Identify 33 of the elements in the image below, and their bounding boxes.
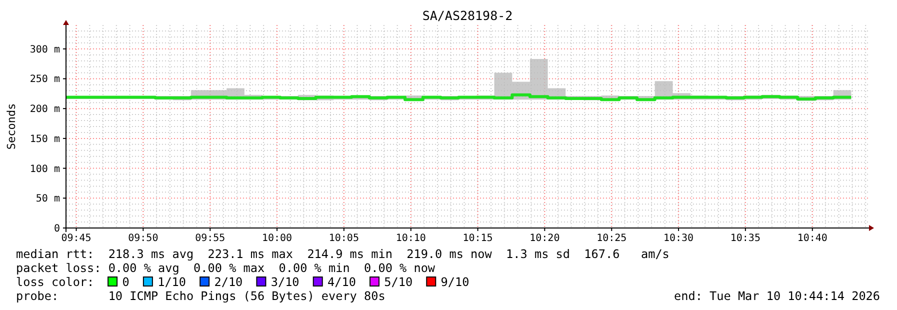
y-tick-label: 200 m: [30, 104, 60, 116]
text: end: Tue Mar 10 10:44:14 2026: [674, 289, 880, 303]
y-tick-label: 100 m: [30, 164, 60, 175]
text: 4/10: [328, 275, 356, 289]
x-tick-label: 10:05: [328, 233, 359, 244]
y-tick-label: 0: [54, 224, 60, 234]
x-tick-label: 09:45: [61, 233, 92, 244]
x-tick-label: 10:10: [396, 233, 426, 244]
text: 0: [122, 275, 130, 289]
x-tick-label: 10:30: [663, 233, 694, 244]
text: median rtt: 218.3 ms avg 223.1 ms max 214.9 ms min 219.0 ms now 1.3 ms sd 167.6 am/s: [16, 247, 670, 261]
text: packet loss: 0.00 % avg 0.00 % max 0.00 % min 0.00 % now: [16, 261, 436, 275]
x-tick-label: 10:00: [262, 233, 292, 244]
text: 9/10: [440, 275, 470, 289]
text: 3/10: [270, 275, 300, 289]
x-tick-label: 10:35: [730, 233, 760, 244]
text: 5/10: [384, 275, 413, 289]
y-tick-label: 250 m: [30, 74, 60, 86]
x-tick-label: 10:40: [797, 233, 828, 244]
y-tick-label: 50 m: [36, 194, 60, 205]
text: 2/10: [214, 275, 243, 289]
x-tick-label: 10:20: [530, 233, 560, 244]
x-tick-label: 09:55: [195, 233, 226, 244]
text: loss color:: [16, 275, 94, 289]
x-tick-label: 10:25: [596, 233, 627, 244]
text: probe: 10 ICMP Echo Pings (56 Bytes) every 80s: [16, 289, 386, 303]
y-tick-label: 150 m: [30, 134, 60, 145]
text: 1/10: [158, 275, 186, 289]
chart-title: SA/AS28198-2: [422, 8, 513, 23]
y-tick-label: 300 m: [30, 44, 60, 56]
y-axis-title: Seconds: [5, 103, 18, 150]
x-tick-label: 10:15: [462, 233, 493, 244]
x-tick-label: 09:50: [128, 233, 158, 244]
